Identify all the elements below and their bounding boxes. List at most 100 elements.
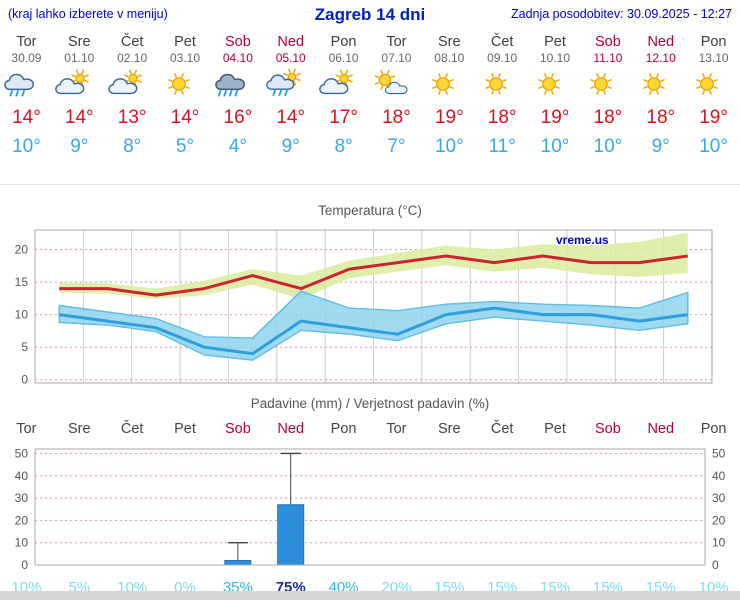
day-column: Čet 09.10 18° 11° — [476, 30, 529, 158]
max-temp-label: 17° — [329, 107, 358, 128]
y-tick-label: 20 — [15, 243, 29, 257]
max-temp-label: 18° — [593, 107, 623, 128]
day-date-label: 01.10 — [64, 51, 95, 65]
max-temp-label: 14° — [276, 107, 306, 128]
min-temp-line — [58, 306, 689, 356]
y-tick-label-left: 20 — [15, 513, 29, 527]
min-temp-label: 9° — [70, 136, 89, 157]
day-name-label: Ned — [277, 34, 305, 50]
day-name-label: Sre — [438, 34, 461, 50]
y-tick-label: 5 — [21, 340, 28, 354]
day-name-label: Tor — [386, 34, 407, 50]
sun-icon — [687, 69, 740, 105]
day-date-label: 03.10 — [169, 51, 201, 65]
min-temp-label: 4° — [228, 136, 247, 157]
day-name-label: Čet — [120, 34, 144, 50]
max-temp-label: 13° — [117, 107, 147, 128]
sun-icon — [423, 69, 476, 105]
day-column: Ned 05.10 14° 9° — [264, 30, 317, 158]
max-temp-line — [59, 254, 689, 297]
day-date-label: 08.10 — [434, 51, 465, 65]
day-date-label: 12.10 — [645, 51, 676, 65]
day-date-label: 30.09 — [11, 51, 42, 65]
day-column: Tor 07.10 18° 7° — [370, 30, 423, 158]
precip-day-label: Čet — [490, 421, 514, 437]
forecast-days-row: Tor 30.09 14° 10° Sre 01.10 14° 9° Čet 02.10 13° 8°… — [0, 30, 740, 158]
precipitation-chart-title: Padavine (mm) / Verjetnost padavin (%) — [250, 396, 490, 411]
sun-icon — [634, 69, 687, 105]
day-column: Pon 06.10 17° 8° — [317, 30, 370, 158]
heavy-rain-icon — [211, 69, 264, 105]
section-divider — [0, 184, 740, 185]
precip-day-label: Pet — [174, 421, 196, 437]
min-temp-label: 10° — [434, 136, 464, 157]
precip-day-label: Sob — [224, 421, 251, 437]
day-column: Čet 02.10 13° 8° — [106, 30, 159, 158]
max-temp-label: 14° — [12, 107, 41, 128]
day-column: Pon 13.10 19° 10° — [687, 30, 740, 158]
day-date-label: 06.10 — [328, 51, 359, 65]
day-name-label: Pon — [330, 34, 357, 50]
max-temp-label: 19° — [434, 107, 464, 128]
plot-area — [35, 449, 705, 565]
sun-icon — [581, 69, 634, 105]
y-tick-label-right: 20 — [712, 513, 726, 527]
min-temp-label: 9° — [281, 136, 300, 157]
day-name-label: Tor — [16, 34, 37, 50]
precip-day-label: Pon — [700, 421, 727, 437]
precip-bar — [224, 560, 252, 566]
min-temp-label: 7° — [387, 136, 406, 157]
max-temp-label: 18° — [382, 107, 411, 128]
precipitation-chart: 0 0 10 10 20 20 30 30 40 40 50 50 — [15, 446, 726, 572]
precip-day-label: Sre — [438, 421, 461, 437]
y-tick-label: 10 — [15, 308, 29, 322]
y-tick-label: 0 — [21, 373, 28, 387]
min-temp-label: 10° — [12, 136, 41, 157]
day-date-label: 04.10 — [222, 51, 253, 65]
precip-day-label: Sob — [594, 421, 621, 437]
precip-day-label: Ned — [647, 421, 675, 437]
footer-bar — [0, 591, 740, 600]
precip-day-label: Sre — [68, 421, 91, 437]
y-tick-label-left: 10 — [15, 536, 29, 550]
cloud-sun-icon — [370, 69, 423, 105]
day-column: Ned 12.10 18° 9° — [634, 30, 687, 158]
day-name-label: Pet — [174, 34, 196, 50]
y-tick-label-left: 40 — [15, 469, 29, 483]
min-temp-label: 8° — [123, 136, 142, 157]
day-column: Sob 11.10 18° 10° — [581, 30, 634, 158]
day-date-label: 09.10 — [487, 51, 518, 65]
temperature-chart-title: Temperatura (°C) — [318, 203, 422, 218]
sun-icon — [159, 69, 212, 105]
day-date-label: 02.10 — [117, 51, 148, 65]
min-temp-label: 10° — [699, 136, 728, 157]
precip-bar — [277, 504, 305, 566]
y-tick-label-right: 40 — [712, 469, 726, 483]
plot-border — [34, 229, 713, 384]
day-name-label: Pon — [700, 34, 727, 50]
sun-cloud-icon — [106, 69, 159, 105]
y-tick-label-left: 0 — [21, 558, 28, 572]
menu-hint-label: (kraj lahko izberete v meniju) — [8, 7, 168, 21]
precip-day-label: Tor — [16, 421, 37, 437]
max-temp-label: 16° — [223, 107, 253, 128]
y-tick-label-left: 50 — [15, 446, 29, 460]
min-temp-label: 10° — [540, 136, 570, 157]
max-temp-label: 14° — [64, 107, 94, 128]
page-title: Zagreb 14 dni — [314, 5, 426, 24]
y-tick-label-right: 10 — [712, 536, 726, 550]
y-tick-label-right: 0 — [712, 558, 719, 572]
day-date-label: 13.10 — [698, 51, 729, 65]
day-date-label: 11.10 — [593, 51, 623, 65]
sun-icon — [529, 69, 582, 105]
day-column: Pet 03.10 14° 5° — [159, 30, 212, 158]
day-name-label: Sre — [68, 34, 91, 50]
min-temp-label: 9° — [651, 136, 670, 157]
min-temp-label: 8° — [334, 136, 353, 157]
y-tick-label-right: 50 — [712, 446, 726, 460]
day-name-label: Čet — [490, 34, 514, 50]
day-column: Tor 30.09 14° 10° — [0, 30, 53, 158]
min-temp-label: 11° — [488, 136, 516, 157]
plot-border — [34, 448, 706, 566]
day-date-label: 07.10 — [381, 51, 412, 65]
